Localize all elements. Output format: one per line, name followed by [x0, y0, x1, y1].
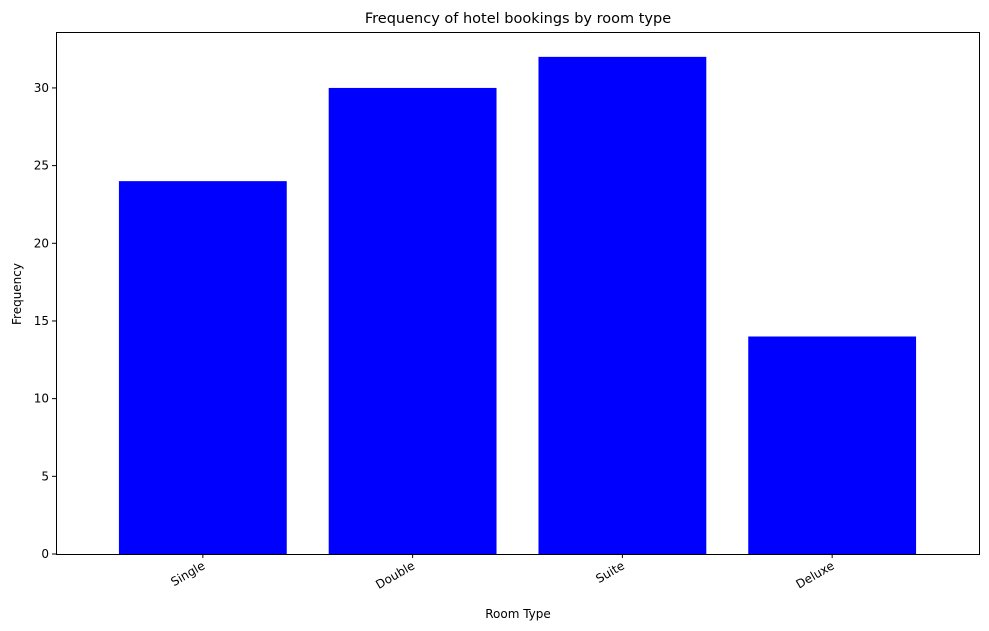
bar-deluxe	[748, 336, 917, 554]
y-axis-ticks: 0 5 10 15 20 25 30	[34, 81, 56, 561]
chart-title: Frequency of hotel bookings by room type	[365, 11, 671, 27]
y-tick-label: 5	[41, 469, 49, 483]
y-axis-label: Frequency	[10, 263, 24, 325]
y-tick-label: 15	[34, 314, 49, 328]
x-axis-label: Room Type	[485, 607, 551, 621]
y-tick-label: 25	[34, 159, 49, 173]
y-tick-label: 0	[41, 547, 49, 561]
plot-frame	[56, 32, 980, 555]
bar-suite	[538, 56, 707, 555]
bar-single	[118, 181, 287, 554]
bar-double	[328, 87, 497, 555]
bars-group	[118, 56, 917, 555]
y-tick-label: 20	[34, 236, 49, 250]
y-tick-label: 30	[34, 81, 49, 95]
y-tick-label: 10	[34, 392, 49, 406]
